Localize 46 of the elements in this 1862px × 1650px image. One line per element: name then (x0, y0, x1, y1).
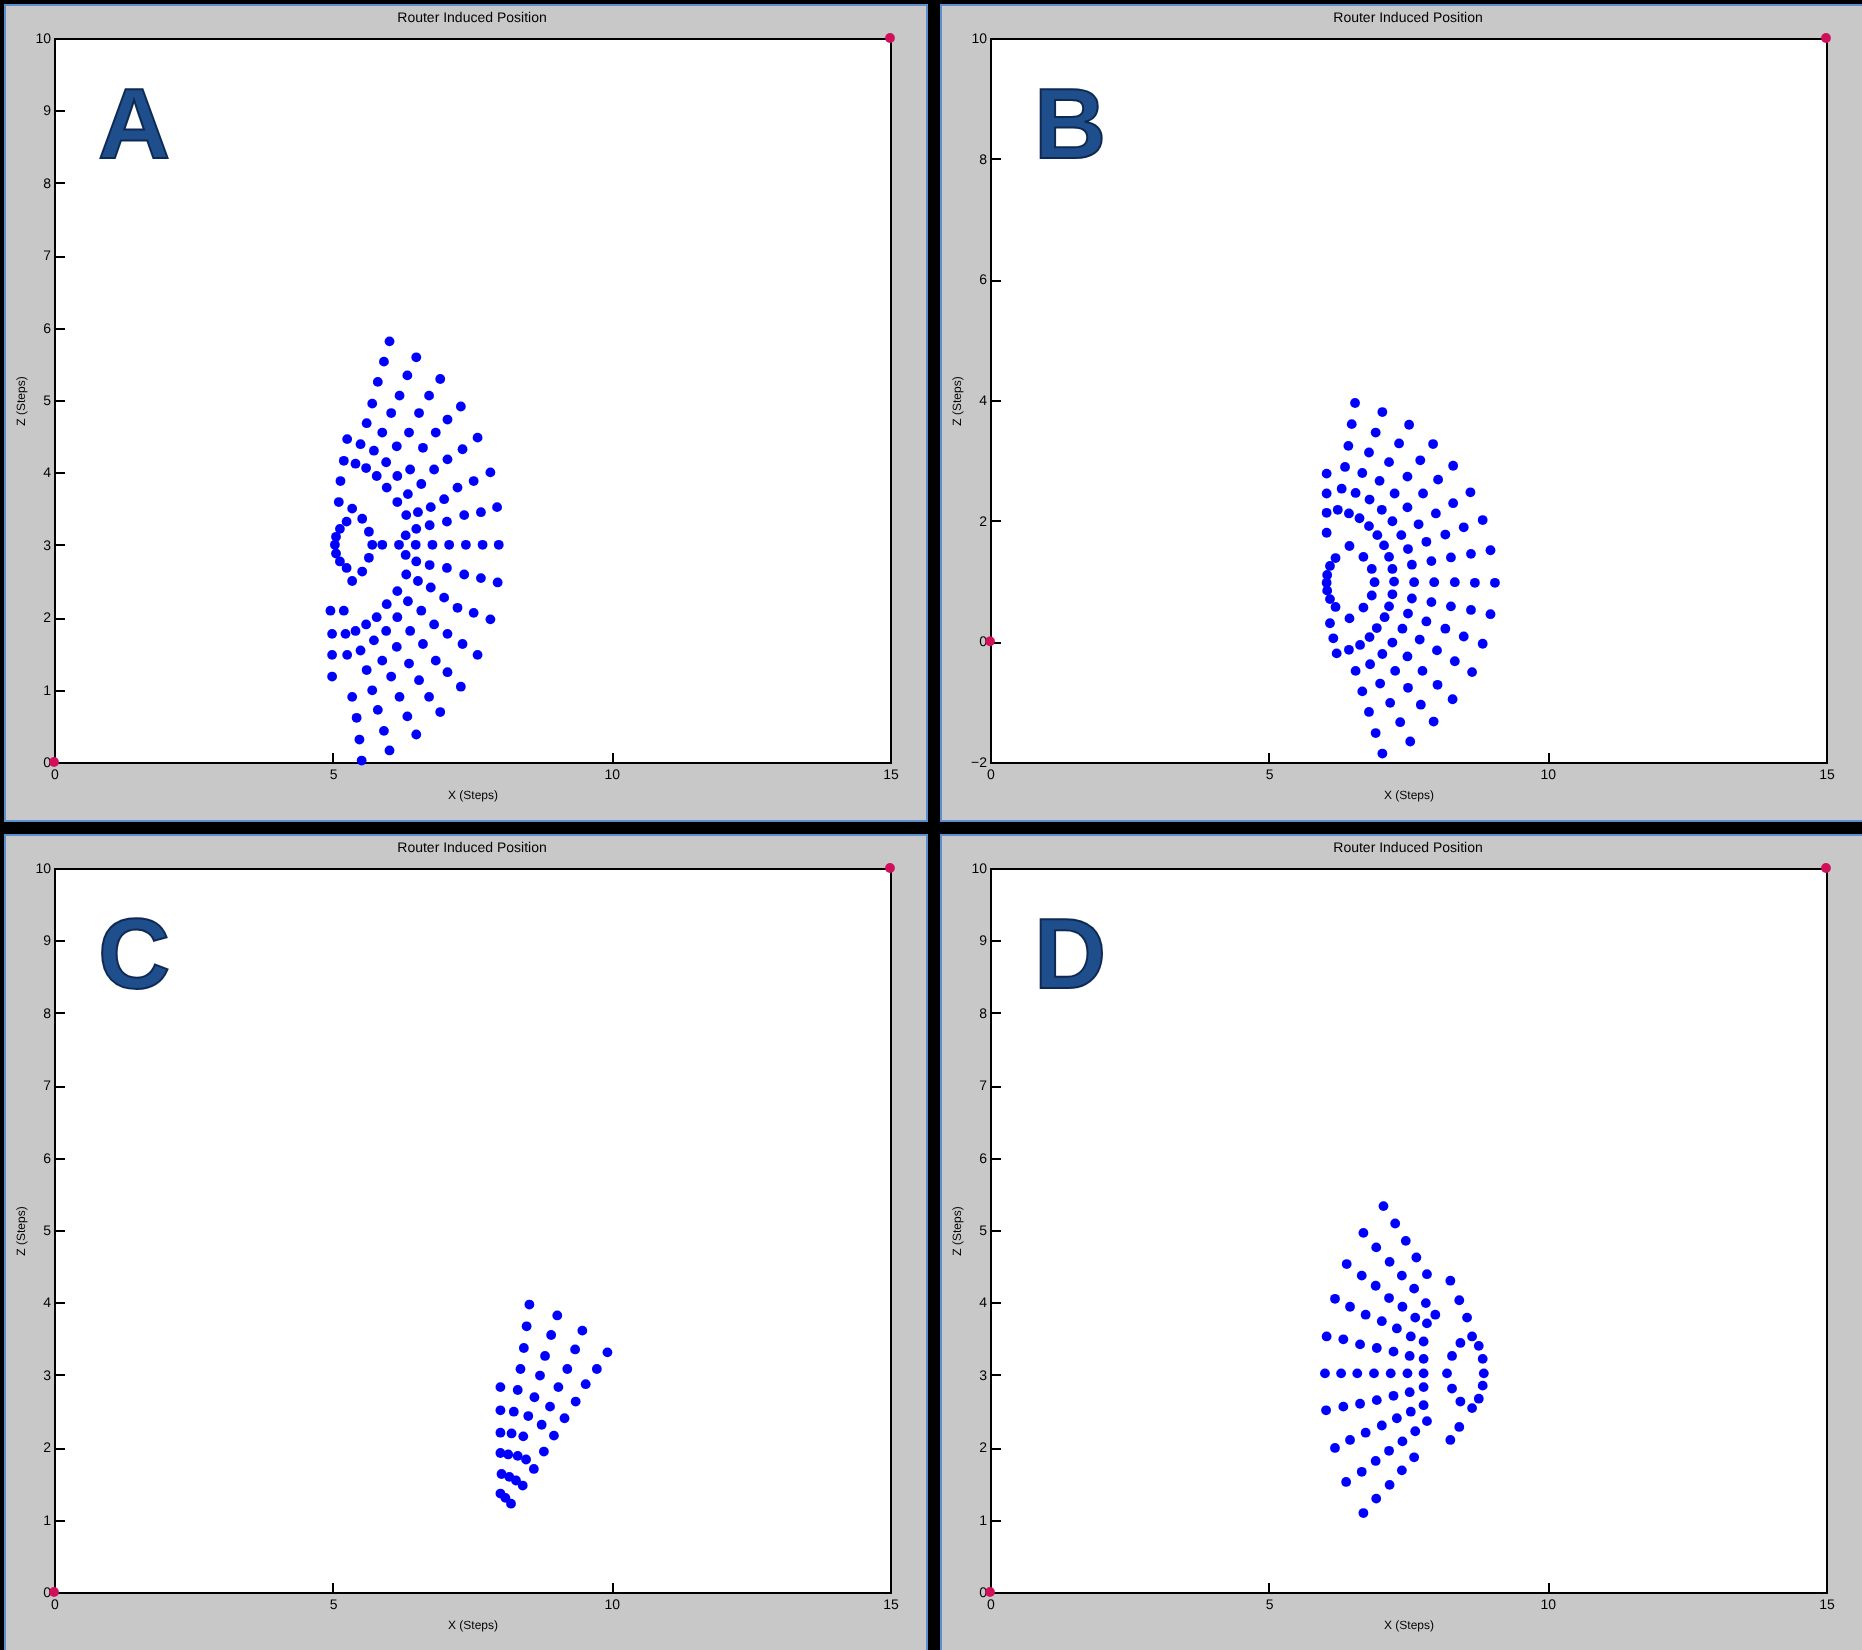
point (549, 1430, 559, 1441)
point (570, 1344, 580, 1355)
point (521, 1454, 531, 1465)
point (602, 1347, 613, 1358)
point (552, 1310, 563, 1321)
point (536, 1419, 547, 1430)
point (535, 1370, 545, 1381)
point (545, 1401, 555, 1412)
point (885, 863, 895, 873)
point (495, 1405, 506, 1416)
point (591, 1364, 602, 1374)
point (518, 1431, 529, 1442)
point (528, 1464, 539, 1474)
point (508, 1406, 519, 1417)
point (539, 1446, 549, 1457)
point (577, 1325, 588, 1336)
point (506, 1498, 516, 1509)
point (517, 1480, 528, 1491)
point (562, 1364, 573, 1374)
point (503, 1449, 514, 1460)
point (570, 1396, 581, 1407)
point (524, 1299, 535, 1310)
annotation: D (1034, 898, 1107, 1010)
point (540, 1351, 550, 1361)
point (495, 1427, 506, 1438)
point (529, 1392, 540, 1403)
annotation: C (98, 898, 171, 1010)
point (506, 1428, 517, 1439)
point (512, 1451, 523, 1461)
point (495, 1382, 506, 1392)
point (500, 1492, 511, 1503)
point (580, 1379, 591, 1390)
point (49, 1587, 59, 1597)
point (559, 1413, 570, 1424)
point (523, 1411, 534, 1421)
point (512, 1385, 523, 1395)
point (511, 1475, 521, 1486)
point (496, 1469, 507, 1479)
point (495, 1448, 506, 1458)
point (521, 1321, 532, 1332)
point (515, 1364, 526, 1374)
annotation: B (1034, 68, 1107, 180)
annotation: A (98, 68, 171, 180)
point (546, 1330, 557, 1340)
point (518, 1343, 529, 1353)
point (553, 1382, 564, 1392)
